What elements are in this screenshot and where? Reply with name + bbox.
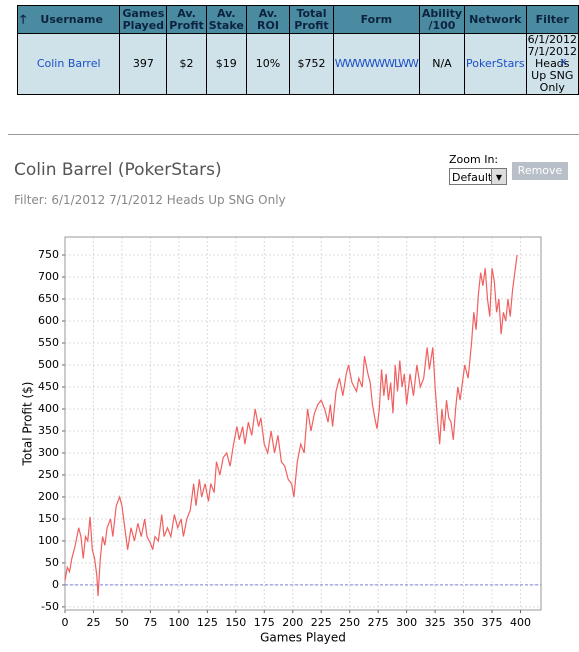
y-tick-label: -50: [41, 600, 59, 613]
cell-text[interactable]: Colin Barrel: [36, 57, 101, 70]
remove-link[interactable]: x: [560, 55, 567, 68]
header-text: Filter: [535, 12, 569, 26]
stats-table: 🡑 Username Games Played Av. Profit Av. Stak…: [16, 5, 579, 95]
column-header: 🡑 Username: [16, 5, 121, 34]
y-tick-label: 450: [38, 380, 59, 393]
x-tick-label: 75: [143, 616, 157, 629]
header-text: Av. ROI: [257, 6, 279, 32]
cell: 10%: [245, 33, 291, 95]
x-tick-label: 25: [86, 616, 100, 629]
x-tick-label: 225: [311, 616, 332, 629]
x-tick-label: 275: [368, 616, 389, 629]
y-tick-label: 500: [38, 358, 59, 371]
column-header: Av. ROI: [245, 5, 291, 34]
y-axis-label: Total Profit ($): [21, 382, 35, 467]
cell: 397: [119, 33, 168, 95]
x-tick-label: 400: [510, 616, 531, 629]
dropdown-arrow: ▼: [491, 169, 506, 184]
cell: N/A: [418, 33, 466, 95]
plot-frame: [64, 236, 542, 611]
x-tick-label: 200: [282, 616, 303, 629]
x-tick-label: 350: [453, 616, 474, 629]
zoom-select[interactable]: Default ▼: [449, 168, 507, 185]
x-axis-label: Games Played: [260, 631, 346, 645]
chart: -500501001502002503003504004505005506006…: [21, 236, 542, 645]
cell: $752: [289, 33, 334, 95]
x-tick-label: 125: [197, 616, 218, 629]
cell-text[interactable]: WWWWWWLWW: [334, 57, 419, 70]
header-text: Network: [469, 12, 522, 26]
column-header: Network: [464, 5, 527, 34]
x-tick-label: 175: [254, 616, 275, 629]
cell: PokerStars: [464, 33, 527, 95]
y-tick-label: 700: [38, 270, 59, 283]
y-tick-label: 650: [38, 292, 59, 305]
cell-text: 6/1/2012 7/1/2012 Heads Up SNG Only: [527, 33, 577, 94]
sort-arrow: 🡑: [20, 12, 31, 26]
cell-text: $19: [215, 57, 237, 70]
header-text: Av. Profit: [169, 6, 204, 32]
x-tick-label: 150: [225, 616, 246, 629]
cell: Colin Barrel: [16, 33, 121, 95]
column-header: Games Played: [119, 5, 168, 34]
y-tick-label: 400: [38, 402, 59, 415]
cell: WWWWWWLWW: [332, 33, 420, 95]
column-header: Form: [332, 5, 420, 34]
cell: $19: [205, 33, 247, 95]
remove-button[interactable]: Remove: [512, 162, 568, 180]
header-text: Form: [360, 12, 393, 26]
column-header: Ability /100: [418, 5, 466, 34]
cell: 6/1/2012 7/1/2012 Heads Up SNG Only: [525, 33, 579, 95]
header-text: Ability /100: [421, 6, 463, 32]
x-tick-label: 375: [482, 616, 503, 629]
x-tick-label: 50: [115, 616, 129, 629]
y-tick-label: 200: [38, 490, 59, 503]
cell-text: 10%: [255, 57, 281, 70]
cell-text: $752: [297, 57, 326, 70]
panel-title: Colin Barrel (PokerStars): [14, 160, 222, 180]
filter-text: Filter: 6/1/2012 7/1/2012 Heads Up SNG O…: [14, 193, 286, 207]
y-tick-label: 0: [52, 578, 59, 591]
divider: [8, 134, 579, 135]
header-text: Total Profit: [294, 6, 329, 32]
cell-text: N/A: [432, 57, 452, 70]
y-tick-label: 550: [38, 336, 59, 349]
y-tick-label: 50: [45, 556, 59, 569]
header-text: Username: [40, 13, 103, 26]
column-header: Av. Profit: [166, 5, 207, 34]
profit-line: [64, 254, 518, 596]
column-header: Filter: [525, 5, 579, 34]
y-tick-label: 300: [38, 446, 59, 459]
x-tick-label: 250: [339, 616, 360, 629]
column-header: Total Profit: [289, 5, 334, 34]
x-tick-label: 100: [168, 616, 189, 629]
cell: $2: [166, 33, 207, 95]
zoom-label: Zoom In:: [449, 153, 499, 166]
y-tick-label: 750: [38, 248, 59, 261]
cell-text: $2: [179, 57, 194, 70]
y-tick-label: 350: [38, 424, 59, 437]
y-tick-label: 600: [38, 314, 59, 327]
x-tick-label: 300: [396, 616, 417, 629]
zoom-value: Default: [452, 171, 493, 184]
x-tick-label: 0: [62, 616, 69, 629]
header-text: Av. Stake: [208, 6, 244, 32]
header-text: Games Played: [122, 6, 165, 32]
y-tick-label: 150: [38, 512, 59, 525]
cell-text[interactable]: PokerStars: [466, 57, 525, 70]
cell-text: 397: [132, 57, 154, 70]
y-tick-label: 250: [38, 468, 59, 481]
column-header: Av. Stake: [205, 5, 247, 34]
x-tick-label: 325: [425, 616, 446, 629]
y-tick-label: 100: [38, 534, 59, 547]
